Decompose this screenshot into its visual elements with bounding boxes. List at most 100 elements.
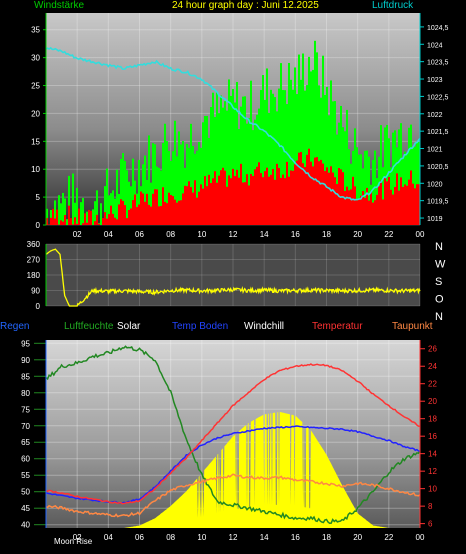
hour-x-tick: 12 [229,230,238,239]
avg-bar [260,173,262,225]
avg-bar [258,162,260,225]
pressure-line [45,46,421,201]
temperature-y-tick: 16 [428,432,437,441]
gust-bar [204,115,206,225]
avg-bar [50,217,52,225]
avg-bar [392,194,394,225]
gust-bar [112,190,114,225]
hour-x-tick: 02 [73,230,82,239]
temperature-y-tick: 10 [428,485,437,494]
avg-bar [418,184,420,225]
compass-label: W [435,259,446,271]
avg-bar [206,186,208,225]
gust-bar [74,202,76,225]
avg-bar [294,164,296,225]
gust-bar [322,55,324,226]
avg-bar [70,218,72,225]
temperature-chart: 40 45 50 55 60 65 70 75 80 85 90 95 6 8 10 12 14 16 18 20 2… [21,339,437,546]
gust-bar [218,113,220,225]
avg-bar [182,193,184,225]
gust-bar [302,53,304,225]
hour-x-tick: 16 [291,230,300,239]
avg-bar [248,185,250,225]
humidity-y-tick: 65 [21,438,30,447]
avg-bar [146,193,148,225]
gust-bar [340,105,342,225]
gust-bar [248,117,250,225]
gust-bar [152,143,154,225]
gust-bar [372,159,374,225]
compass-label: N [435,311,443,322]
avg-bar [162,187,164,225]
gust-bar [260,90,262,225]
avg-bar [268,176,270,225]
avg-bar [228,175,230,225]
avg-bar [64,214,66,225]
avg-bar [274,179,276,225]
avg-bar [54,218,56,225]
gust-bar [154,144,156,225]
gust-bar [312,69,314,226]
avg-bar [318,161,320,225]
gust-bar [114,198,116,225]
gust-bar [120,159,122,225]
gust-bar [76,187,78,225]
avg-bar [406,185,408,225]
gust-bar [176,156,178,225]
gust-bar [220,95,222,225]
wind-y-tick: 0 [36,221,41,230]
gust-bar [316,52,318,225]
gust-bar [222,107,224,225]
direction-y-tick: 360 [27,240,41,249]
gust-bar [380,125,382,225]
avg-bar [252,176,254,225]
hour-x-tick: 00 [416,230,425,239]
avg-bar [104,212,106,225]
wind-direction-line [45,248,421,307]
avg-bar [270,174,272,225]
gust-bar [232,88,234,225]
avg-bar [208,174,210,225]
hour-x-tick: 14 [260,230,269,239]
avg-bar [292,170,294,225]
moon-rise-label: Moon Rise [54,537,93,546]
avg-bar [382,199,384,225]
avg-bar [360,195,362,225]
avg-bar [178,200,180,225]
gust-bar [304,90,306,225]
gust-bar [54,200,56,225]
avg-bar [94,221,96,225]
avg-bar [272,168,274,225]
avg-bar [236,169,238,225]
avg-bar [410,170,412,225]
gust-bar [126,170,128,225]
avg-bar [322,163,324,225]
pressure-y-tick: 1021,5 [427,129,449,136]
gust-bar [324,95,326,225]
gust-bar [288,62,290,226]
gust-bar [296,94,298,225]
avg-bar [224,170,226,225]
gust-bar [298,54,300,226]
temp-hour-x-tick: 04 [104,533,113,542]
avg-bar [226,186,228,225]
temp-hour-x-tick: 18 [322,533,331,542]
gust-bar [314,40,316,225]
gust-bar [262,75,264,225]
avg-bar [216,182,218,225]
avg-bar [356,200,358,225]
avg-bar [192,192,194,225]
gust-bar [68,175,70,225]
avg-bar [276,163,278,225]
humidity-y-tick: 50 [21,488,30,497]
avg-bar [402,186,404,225]
avg-bar [102,218,104,225]
hour-x-tick: 20 [353,230,362,239]
compass-label: S [435,276,442,288]
avg-bar [152,193,154,225]
gust-bar [128,181,130,225]
avg-bar [202,188,204,225]
avg-bar [380,180,382,225]
gust-bar [368,156,370,225]
avg-bar [108,214,110,225]
